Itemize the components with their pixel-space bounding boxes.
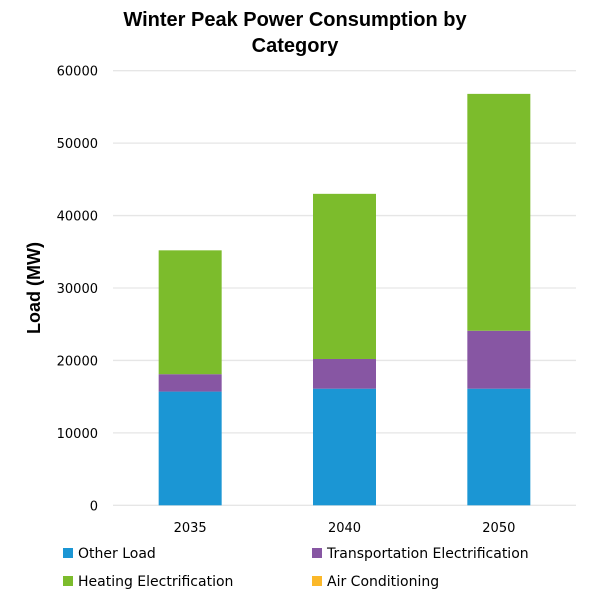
y-tick-label: 60000 bbox=[57, 65, 98, 80]
x-axis-ticks: 2035 2040 2050 bbox=[174, 521, 516, 536]
legend-swatch bbox=[63, 548, 73, 558]
legend-label: Other Load bbox=[78, 546, 156, 562]
y-tick-label: 40000 bbox=[57, 210, 98, 225]
legend-swatch bbox=[312, 548, 322, 558]
legend-label: Transportation Electrification bbox=[326, 546, 529, 562]
x-tick-label: 2040 bbox=[328, 521, 361, 536]
legend-label: Air Conditioning bbox=[327, 574, 439, 590]
y-tick-label: 30000 bbox=[57, 282, 98, 297]
bar-segment-other-load-2035 bbox=[158, 391, 222, 506]
chart-title-line-1: Winter Peak Power Consumption by bbox=[123, 9, 467, 31]
y-tick-label: 10000 bbox=[57, 427, 98, 442]
x-tick-label: 2050 bbox=[482, 521, 515, 536]
legend-swatch bbox=[312, 576, 322, 586]
bars bbox=[158, 93, 531, 506]
bar-segment-other-load-2050 bbox=[467, 388, 531, 506]
bar-segment-other-load-2040 bbox=[313, 388, 376, 506]
y-tick-label: 0 bbox=[90, 499, 98, 514]
chart-title-line-2: Category bbox=[252, 35, 340, 57]
bar-segment-heating-electrification-2050 bbox=[467, 93, 531, 331]
bar-segment-heating-electrification-2035 bbox=[158, 250, 222, 375]
bar-segment-transportation-electrification-2040 bbox=[313, 358, 376, 389]
y-tick-label: 20000 bbox=[57, 354, 98, 369]
legend-swatch bbox=[63, 576, 73, 586]
legend: Other Load Transportation Electrification… bbox=[63, 546, 529, 590]
y-tick-label: 50000 bbox=[57, 137, 98, 152]
bar-segment-transportation-electrification-2050 bbox=[467, 330, 531, 389]
y-axis-ticks: 0 10000 20000 30000 40000 50000 60000 bbox=[57, 65, 98, 515]
bar-segment-transportation-electrification-2035 bbox=[158, 374, 222, 392]
legend-label: Heating Electrification bbox=[78, 574, 233, 590]
bar-segment-heating-electrification-2040 bbox=[313, 193, 376, 359]
x-tick-label: 2035 bbox=[174, 521, 207, 536]
y-axis-label: Load (MW) bbox=[24, 242, 44, 334]
